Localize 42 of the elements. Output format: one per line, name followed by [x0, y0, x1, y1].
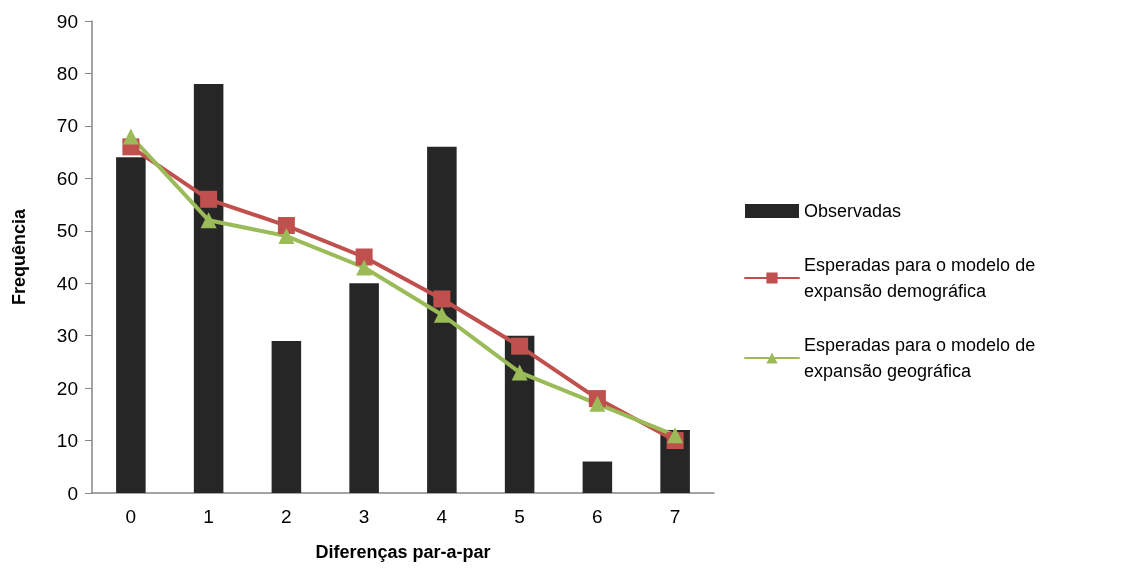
point — [277, 217, 295, 235]
point — [433, 290, 451, 308]
x-tick-label: 3 — [358, 506, 370, 527]
point — [511, 364, 528, 381]
point — [122, 128, 139, 145]
x-tick-label: 2 — [281, 506, 292, 527]
bar — [193, 83, 224, 493]
point — [589, 395, 606, 412]
bar — [427, 146, 457, 493]
point — [200, 190, 218, 208]
y-tick-label: 10 — [56, 430, 78, 452]
x-axis-title: Diferenças par-a-par — [315, 542, 491, 562]
point — [355, 248, 373, 266]
bar — [582, 461, 613, 493]
x-tick-label: 1 — [203, 506, 214, 527]
bar — [349, 283, 379, 493]
y-tick-label: 60 — [56, 167, 78, 189]
y-tick-label: 80 — [56, 62, 78, 84]
x-tick-label: 7 — [669, 506, 681, 527]
y-tick-label: 0 — [67, 482, 78, 504]
y-tick-label: 40 — [56, 272, 78, 294]
y-tick-label: 20 — [56, 377, 78, 399]
y-tick-label: 90 — [56, 10, 78, 32]
point — [433, 306, 450, 323]
bar — [271, 340, 302, 493]
point — [511, 337, 529, 355]
x-tick-label: 4 — [436, 506, 448, 527]
point — [200, 212, 217, 229]
legend-label: Observadas — [804, 201, 902, 221]
y-tick-label: 50 — [56, 220, 78, 242]
x-tick-label: 5 — [514, 506, 525, 527]
legend-label: Esperadas para o modelo de expansão geográfica — [804, 335, 1041, 381]
y-tick-label: 30 — [56, 325, 78, 347]
x-tick-label: 0 — [125, 506, 137, 527]
legend-label: Esperadas para o modelo de expansão demográfica — [804, 255, 1041, 301]
y-tick-label: 70 — [56, 115, 78, 137]
point — [356, 259, 373, 276]
bar — [116, 157, 146, 493]
x-tick-label: 6 — [592, 506, 603, 527]
point — [278, 228, 295, 245]
y-axis-title: Frequência — [9, 208, 29, 306]
point — [667, 427, 684, 444]
